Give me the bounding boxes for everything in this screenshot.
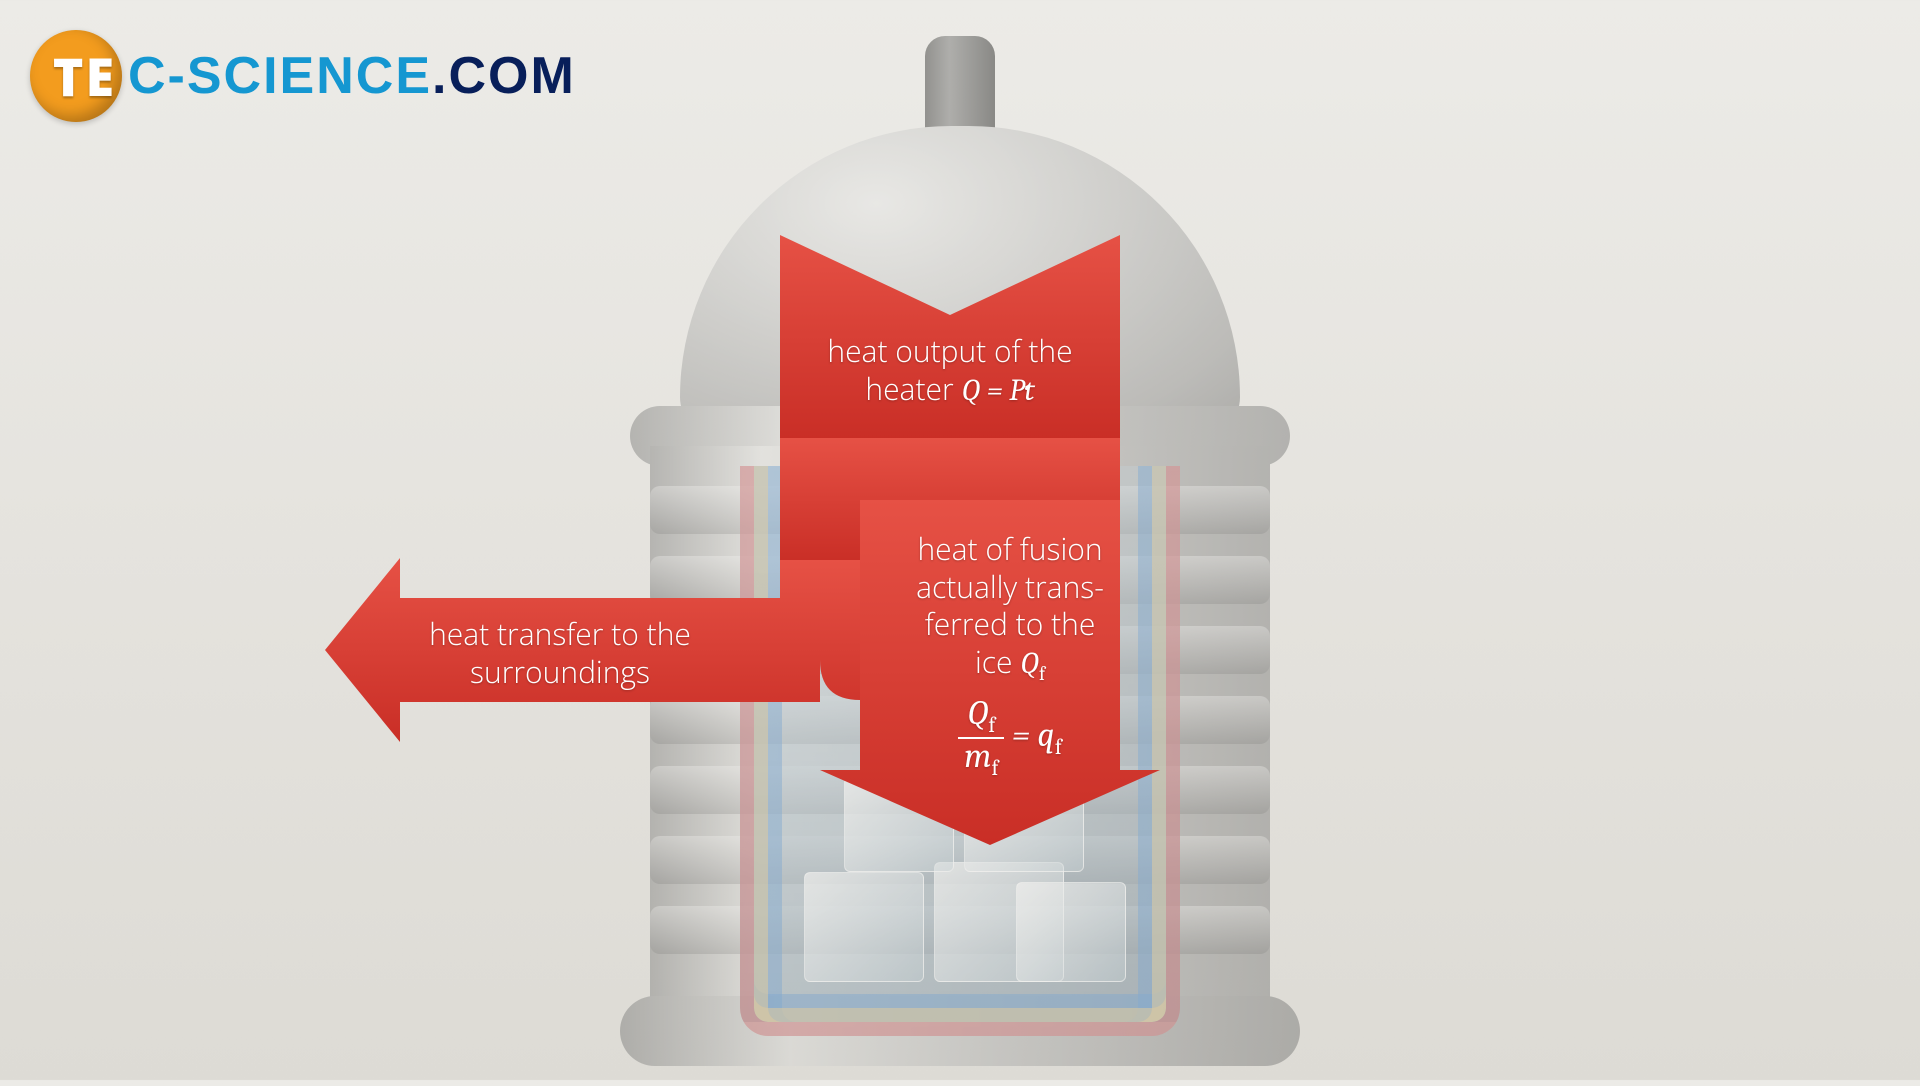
label-fusion-line1: heat of fusion bbox=[917, 528, 1102, 569]
label-heat-transfer-line1: heat transfer to the bbox=[429, 613, 691, 654]
label-heat-fusion: heat of fusion actually trans- ferred to… bbox=[870, 530, 1150, 780]
label-heat-output: heat output of the heater Q = P·t bbox=[800, 332, 1100, 409]
label-heat-output-line1: heat output of the bbox=[827, 330, 1072, 371]
label-heat-output-line2: heater bbox=[865, 368, 961, 409]
label-heat-transfer-line2: surroundings bbox=[470, 651, 650, 692]
formula-specific-heat-fusion: Qf mf = qf bbox=[870, 696, 1150, 780]
label-fusion-line3: ferred to the bbox=[925, 603, 1096, 644]
symbol-Qf: Qf bbox=[1020, 646, 1045, 681]
label-fusion-line4: ice bbox=[975, 641, 1020, 682]
label-fusion-line2: actually trans- bbox=[916, 566, 1104, 607]
label-heat-transfer: heat transfer to the surroundings bbox=[400, 615, 720, 690]
formula-heat-output: Q = P·t bbox=[961, 373, 1034, 408]
